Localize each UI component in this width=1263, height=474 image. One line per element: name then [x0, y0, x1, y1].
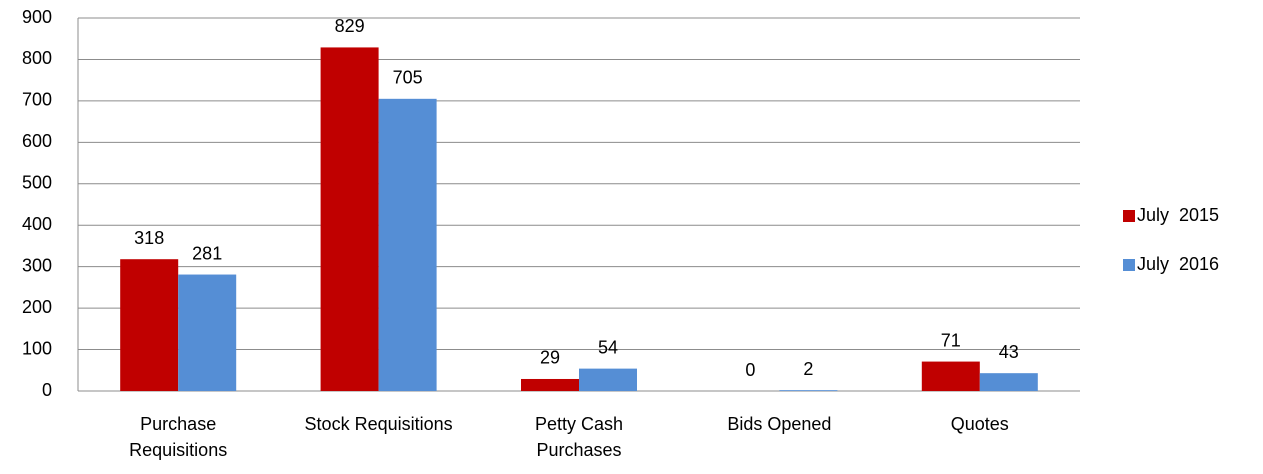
bar — [579, 368, 637, 391]
y-tick-label: 800 — [22, 48, 52, 68]
data-label: 29 — [540, 348, 560, 368]
bar — [178, 274, 237, 391]
x-tick-label: Bids Opened — [727, 414, 832, 434]
y-tick-label: 200 — [22, 297, 52, 317]
data-label: 318 — [134, 228, 164, 248]
y-tick-label: 400 — [22, 214, 52, 234]
y-tick-label: 500 — [22, 173, 52, 193]
bar — [979, 373, 1038, 391]
x-tick-label: Purchase Requisitions — [129, 414, 228, 460]
bar — [521, 378, 579, 391]
bar — [378, 98, 437, 392]
legend-label: July 2015 — [1137, 205, 1219, 225]
x-tick-label: Petty Cash Purchases — [534, 414, 624, 460]
data-label: 281 — [192, 243, 222, 263]
data-label: 54 — [598, 337, 618, 357]
data-label: 43 — [999, 342, 1019, 362]
data-label: 705 — [393, 68, 423, 88]
legend-swatch — [1123, 259, 1135, 271]
bar — [921, 361, 980, 391]
y-tick-label: 600 — [22, 131, 52, 151]
bar — [320, 47, 379, 391]
x-tick-label: Stock Requisitions — [304, 414, 453, 434]
data-label: 0 — [745, 360, 755, 380]
y-tick-label: 700 — [22, 90, 52, 110]
data-label: 2 — [803, 359, 813, 379]
data-label: 829 — [335, 16, 365, 36]
x-tick-label: Quotes — [950, 414, 1009, 434]
bar — [779, 390, 838, 391]
y-tick-label: 900 — [22, 7, 52, 27]
y-tick-label: 300 — [22, 255, 52, 275]
legend-label: July 2016 — [1137, 254, 1219, 274]
data-label: 71 — [941, 330, 961, 350]
y-tick-label: 0 — [42, 380, 52, 400]
y-tick-label: 100 — [22, 338, 52, 358]
bar — [120, 259, 179, 391]
legend-swatch — [1123, 210, 1135, 222]
